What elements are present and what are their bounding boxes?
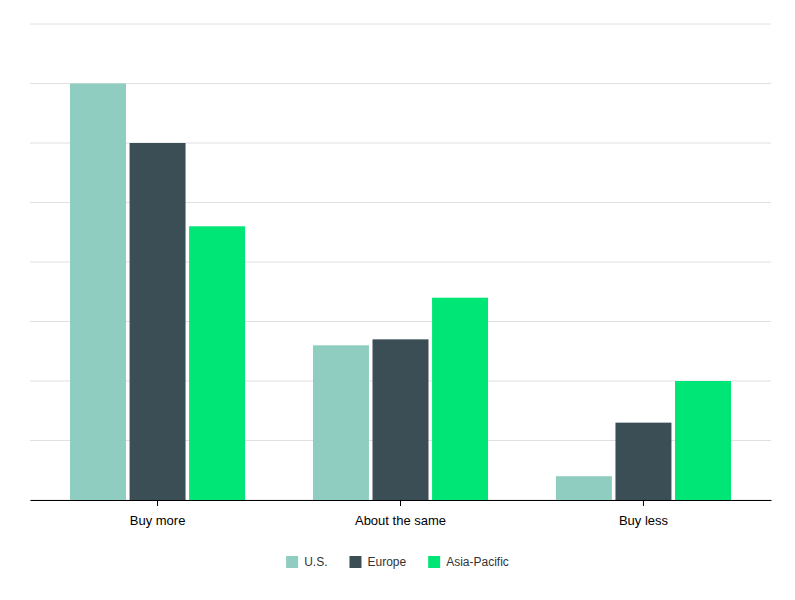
chart: Buy more About the same Buy less U.S. Europe… xyxy=(0,0,795,600)
bar xyxy=(373,339,429,500)
bar xyxy=(432,298,488,500)
x-tick: About the same xyxy=(355,500,446,528)
bar xyxy=(615,423,671,500)
legend-label: Asia-Pacific xyxy=(446,555,509,569)
bar xyxy=(189,226,245,500)
x-tick-label: Buy less xyxy=(619,513,669,528)
bars xyxy=(70,84,731,501)
x-tick: Buy less xyxy=(619,500,669,528)
bar xyxy=(556,476,612,500)
legend-item: Europe xyxy=(349,555,406,569)
bar xyxy=(70,84,126,501)
x-tick-mark xyxy=(643,500,644,506)
bar xyxy=(675,381,731,500)
x-tick: Buy more xyxy=(130,500,186,528)
x-tick-label: About the same xyxy=(355,513,446,528)
legend: U.S. Europe Asia-Pacific xyxy=(286,555,509,569)
legend-swatch xyxy=(428,556,440,568)
plot: Buy more About the same Buy less xyxy=(30,24,772,528)
grid xyxy=(30,24,771,500)
grid-line xyxy=(30,83,771,84)
x-tick-mark xyxy=(400,500,401,506)
bar xyxy=(130,143,186,500)
legend-swatch xyxy=(349,556,361,568)
x-axis: Buy more About the same Buy less xyxy=(31,500,772,528)
legend-label: Europe xyxy=(367,555,406,569)
legend-swatch xyxy=(286,556,298,568)
grid-line xyxy=(30,24,771,25)
legend-label: U.S. xyxy=(304,555,327,569)
x-tick-label: Buy more xyxy=(130,513,186,528)
legend-item: U.S. xyxy=(286,555,327,569)
legend-item: Asia-Pacific xyxy=(428,555,509,569)
bar xyxy=(313,345,369,500)
x-tick-mark xyxy=(157,500,158,506)
